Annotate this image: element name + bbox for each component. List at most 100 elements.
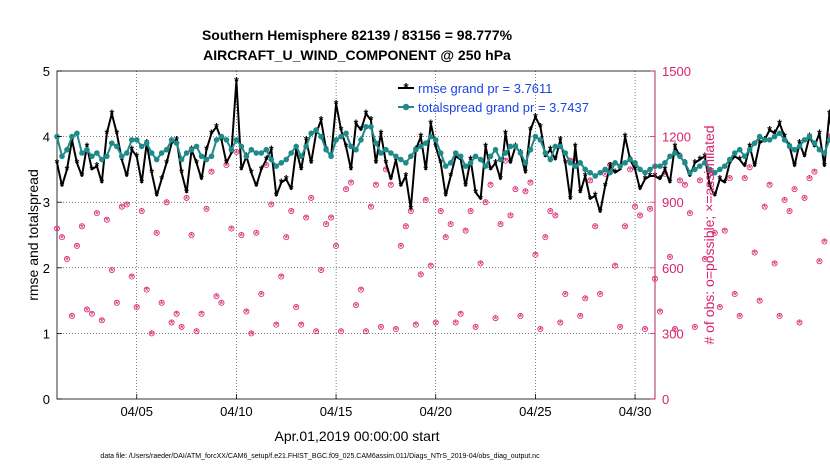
obs-assimilated-point: * [573,157,578,169]
y-axis-left: 0 1 2 3 4 5 [43,64,62,407]
spread-point [69,133,75,140]
spread-point [577,160,584,166]
rmse-point: * [528,124,533,138]
rmse-point: * [558,133,563,147]
obs-possible-point [457,310,464,317]
legend-spread-label: totalspread grand pr = 3.7437 [418,100,589,115]
obs-possible-point [791,186,798,193]
rmse-point: * [124,169,129,183]
obs-assimilated-point: * [304,214,309,226]
spread-point [816,146,823,153]
obs-possible-point [796,319,803,326]
obs-possible-point [98,317,105,324]
spread-point [487,153,494,160]
obs-series: ******* ******* **************************… [54,133,830,341]
obs-possible-point [198,310,205,317]
spread-point [358,137,364,143]
rmse-point: * [508,156,513,170]
obs-assimilated-point: * [802,194,807,206]
obs-assimilated-point: * [339,327,344,339]
obs-assimilated-point: * [598,290,603,302]
obs-possible-point [183,194,190,201]
obs-possible-point [338,328,345,335]
rmse-point: * [299,163,304,177]
spread-point [118,153,125,160]
spread-point [313,127,319,133]
obs-possible-point [597,291,604,298]
obs-assimilated-point: * [762,203,767,215]
rmse-point: * [159,173,164,187]
obs-possible-point [487,181,494,188]
rmse-point: * [95,160,100,174]
spread-point [712,169,718,176]
obs-possible-point [816,258,823,265]
spread-point [592,173,598,179]
obs-possible-point [362,328,369,335]
rmse-point: * [463,179,468,193]
obs-assimilated-point: * [199,310,204,322]
spread-point [138,143,145,150]
obs-possible-point [367,203,374,210]
obs-possible-point [377,323,384,330]
obs-possible-point [632,203,639,210]
obs-possible-point [158,299,165,306]
y-right-tick-label: 1200 [662,130,691,145]
spread-point [188,146,195,153]
obs-possible-point [477,260,484,267]
obs-assimilated-point: * [822,238,827,250]
spread-point [801,137,808,143]
y-left-tick-label: 1 [43,326,50,341]
obs-possible-point [462,227,469,234]
rmse-point: * [727,156,732,170]
spread-point [422,140,429,146]
obs-assimilated-point: * [379,323,384,335]
y-left-tick-label: 4 [43,130,50,145]
rmse-point: * [164,156,169,170]
obs-assimilated-point: * [85,305,90,317]
spread-point [258,150,265,156]
rmse-point: * [732,150,737,164]
obs-assimilated-point: * [259,290,264,302]
rmse-point: * [408,202,413,216]
spread-point [363,123,369,130]
spread-point [59,153,65,160]
obs-assimilated-point: * [229,224,234,236]
obs-possible-point [218,299,225,306]
obs-assimilated-point: * [95,209,100,221]
obs-possible-point [103,216,110,223]
obs-assimilated-point: * [488,181,493,193]
spread-point [393,153,399,160]
obs-assimilated-point: * [155,229,160,241]
obs-assimilated-point: * [807,174,812,186]
obs-possible-point [298,321,305,328]
obs-possible-point [278,273,285,280]
obs-possible-point [542,234,549,241]
rmse-point: * [568,192,573,206]
rmse-point: * [199,173,204,187]
y-left-tick-label: 0 [43,392,50,407]
obs-possible-point [691,323,698,330]
rmse-point: * [219,133,224,147]
spread-point [153,156,160,163]
obs-assimilated-point: * [110,266,115,278]
obs-possible-point [467,207,474,214]
obs-possible-point [801,194,808,201]
rmse-point: * [90,163,95,177]
obs-possible-point [806,175,813,182]
spread-point [602,166,608,173]
obs-assimilated-point: * [189,231,194,243]
rmse-point: * [643,173,648,187]
spread-point [427,133,434,140]
rmse-point: * [279,176,284,190]
y-left-tick-label: 3 [43,195,50,210]
rmse-point: * [169,137,174,151]
rmse-point: * [229,147,234,161]
obs-assimilated-point: * [743,174,748,186]
obs-assimilated-point: * [543,233,548,245]
obs-possible-point [686,210,693,217]
y-axis-right: 0 300 600 900 1200 1500 [650,64,691,407]
rmse-point: * [588,192,593,206]
rmse-point: * [134,150,139,164]
rmse-point: * [817,127,822,141]
spread-point [74,130,80,137]
